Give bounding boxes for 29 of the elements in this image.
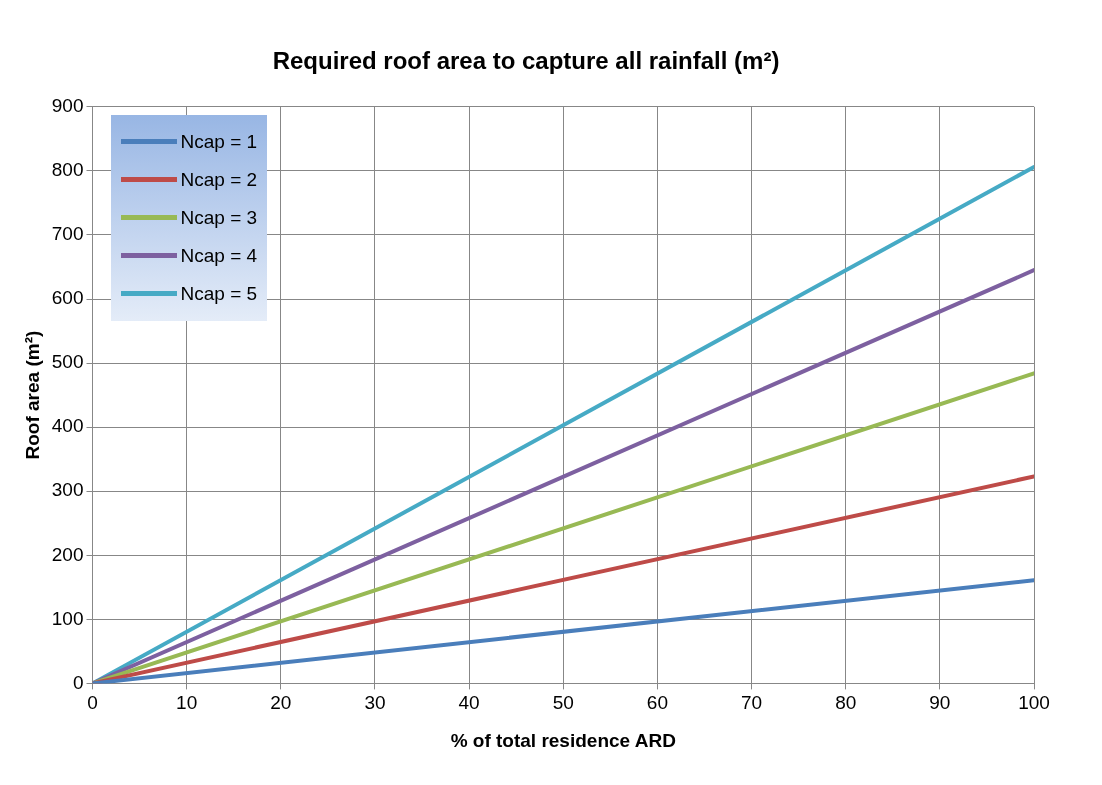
y-tick-label: 900 [51, 95, 84, 117]
x-tick-label: 70 [740, 692, 763, 714]
legend-label: Ncap = 5 [180, 282, 258, 305]
legend-label: Ncap = 1 [180, 130, 258, 153]
x-tick-label: 30 [364, 692, 386, 714]
y-tick-label: 100 [51, 607, 84, 629]
y-tick-label: 500 [51, 351, 84, 373]
x-tick-label: 80 [835, 692, 857, 714]
chart-title: Required roof area to capture all rainfall (m²) [272, 47, 780, 75]
x-tick-label: 40 [458, 692, 480, 714]
y-tick-label: 0 [72, 671, 84, 693]
y-tick-label: 600 [51, 287, 84, 309]
y-axis-title: Roof area (m²) [21, 330, 43, 460]
legend-label: Ncap = 2 [180, 168, 258, 191]
y-tick-label: 700 [51, 223, 84, 245]
y-tick-label: 400 [51, 415, 84, 437]
y-tick-label: 300 [51, 479, 84, 501]
legend-label: Ncap = 4 [180, 244, 258, 267]
x-tick-label: 0 [87, 692, 98, 714]
x-tick-label: 50 [552, 692, 574, 714]
x-axis-title: % of total residence ARD [450, 729, 676, 751]
x-tick-label: 60 [646, 692, 668, 714]
x-tick-label: 90 [929, 692, 951, 714]
legend-label: Ncap = 3 [180, 206, 258, 229]
y-tick-label: 200 [51, 543, 84, 565]
x-tick-label: 10 [176, 692, 198, 714]
y-tick-label: 800 [51, 159, 84, 181]
x-tick-label: 100 [1018, 692, 1050, 714]
x-tick-label: 20 [270, 692, 292, 714]
